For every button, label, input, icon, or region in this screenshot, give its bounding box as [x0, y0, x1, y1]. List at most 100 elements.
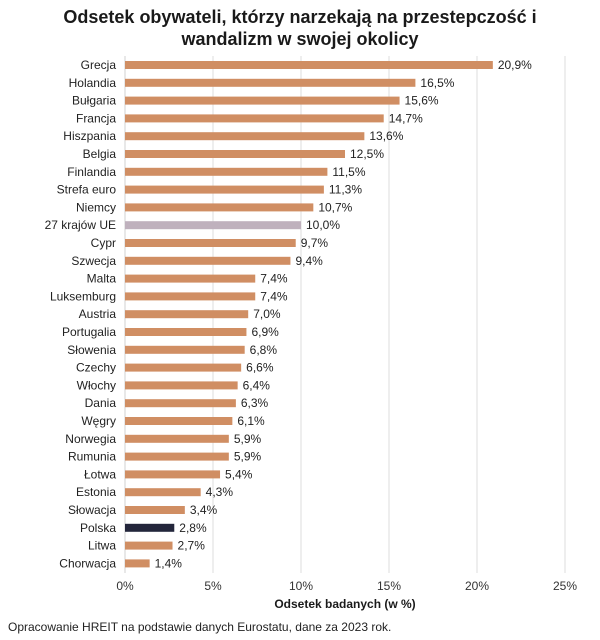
category-label: Cypr	[91, 236, 116, 250]
category-label: Włochy	[77, 378, 116, 392]
value-label: 13,6%	[369, 129, 403, 143]
bar	[125, 256, 291, 265]
value-label: 9,4%	[295, 254, 323, 268]
value-label: 12,5%	[350, 147, 384, 161]
x-tick-label: 5%	[204, 579, 222, 593]
value-label: 11,5%	[332, 165, 365, 179]
category-label: Portugalia	[62, 325, 116, 339]
x-tick-label: 0%	[116, 579, 134, 593]
category-label: Czechy	[76, 361, 116, 375]
category-label: Łotwa	[84, 467, 116, 481]
category-label: Polska	[80, 521, 116, 535]
bars	[125, 61, 493, 568]
value-label: 1,4%	[155, 556, 183, 570]
category-label: Bułgaria	[72, 94, 116, 108]
value-label: 5,4%	[225, 467, 253, 481]
bar-chart: Grecja Holandia Bułgaria Francja Hiszpania Be…	[45, 56, 577, 611]
x-tick-label: 20%	[465, 579, 489, 593]
x-tick-label: 25%	[553, 579, 577, 593]
bar	[125, 452, 229, 461]
bar	[125, 132, 365, 141]
bar	[125, 470, 221, 479]
bar	[125, 221, 301, 230]
value-label: 11,3%	[329, 183, 362, 197]
chart-title: Odsetek obywateli, którzy narzekają na p…	[0, 6, 600, 50]
bar	[125, 203, 314, 212]
value-label: 2,7%	[178, 539, 206, 553]
value-label: 2,8%	[179, 521, 207, 535]
category-label: Holandia	[69, 76, 117, 90]
bar	[125, 239, 296, 247]
value-label: 14,7%	[389, 111, 423, 125]
category-label: Grecja	[81, 58, 117, 72]
value-label: 7,0%	[253, 307, 281, 321]
chart-title-line-2: wandalizm w swojej okolicy	[181, 29, 419, 49]
category-label: Norwegia	[65, 432, 116, 446]
value-label: 5,9%	[234, 432, 262, 446]
chart-title-line-1: Odsetek obywateli, którzy narzekają na p…	[63, 7, 537, 27]
x-tick-label: 15%	[377, 579, 401, 593]
category-label: Szwecja	[71, 254, 116, 268]
bar	[125, 185, 324, 194]
value-label: 4,3%	[206, 485, 234, 499]
value-label: 9,7%	[301, 236, 329, 250]
bar	[125, 559, 150, 568]
bar	[125, 310, 249, 319]
bar	[125, 114, 384, 123]
value-label: 5,9%	[234, 450, 262, 464]
bar	[125, 363, 242, 372]
value-label: 10,7%	[318, 200, 352, 214]
value-labels: 20,9% 16,5% 15,6% 14,7% 13,6% 12,5% 11,5% 11,3%…	[155, 58, 533, 570]
value-label: 6,4%	[243, 378, 271, 392]
category-label: Belgia	[83, 147, 117, 161]
category-label: Francja	[76, 111, 116, 125]
x-axis-ticks: 0% 5% 10% 15% 20% 25%	[116, 579, 577, 593]
bar	[125, 292, 256, 301]
value-label: 15,6%	[405, 94, 439, 108]
category-label: Węgry	[81, 414, 116, 428]
bar	[125, 167, 328, 176]
value-label: 7,4%	[260, 272, 288, 286]
bar	[125, 399, 236, 408]
value-label: 6,8%	[250, 343, 278, 357]
category-labels: Grecja Holandia Bułgaria Francja Hiszpania Be…	[45, 58, 117, 570]
category-label: Hiszpania	[63, 129, 116, 143]
value-label: 3,4%	[190, 503, 218, 517]
category-label: Luksemburg	[50, 289, 116, 303]
category-label: Rumunia	[68, 450, 116, 464]
bar	[125, 381, 238, 390]
category-label: Finlandia	[67, 165, 116, 179]
bar	[125, 61, 493, 69]
bar	[125, 434, 229, 443]
x-axis-label: Odsetek badanych (w %)	[274, 597, 415, 611]
bar	[125, 96, 400, 105]
bar	[125, 506, 185, 514]
value-label: 6,9%	[251, 325, 279, 339]
bar	[125, 150, 345, 158]
bar	[125, 328, 247, 336]
category-label: Dania	[85, 396, 117, 410]
value-label: 6,6%	[246, 361, 274, 375]
bar	[125, 523, 175, 532]
bar	[125, 488, 201, 497]
category-label: Austria	[79, 307, 117, 321]
value-label: 6,3%	[241, 396, 269, 410]
category-label: Niemcy	[76, 200, 116, 214]
value-label: 6,1%	[237, 414, 265, 428]
value-label: 7,4%	[260, 289, 288, 303]
source-note: Opracowanie HREIT na podstawie danych Eu…	[8, 620, 392, 634]
x-tick-label: 10%	[289, 579, 313, 593]
category-label: Słowacja	[68, 503, 116, 517]
category-label: 27 krajów UE	[45, 218, 116, 232]
bar	[125, 345, 245, 354]
bar	[125, 274, 256, 283]
bar	[125, 417, 233, 425]
category-label: Malta	[87, 272, 117, 286]
value-label: 20,9%	[498, 58, 532, 72]
category-label: Słowenia	[67, 343, 116, 357]
value-label: 16,5%	[420, 76, 454, 90]
category-label: Chorwacja	[59, 556, 116, 570]
category-label: Strefa euro	[57, 183, 117, 197]
bar	[125, 541, 173, 550]
value-label: 10,0%	[306, 218, 340, 232]
